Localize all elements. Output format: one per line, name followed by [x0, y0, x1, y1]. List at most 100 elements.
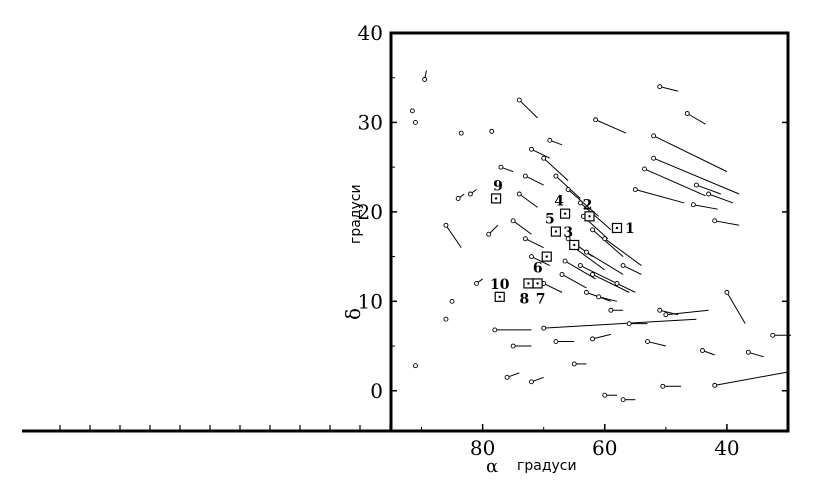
- y-tick-label: 10: [358, 289, 383, 313]
- star-point: [449, 298, 455, 304]
- star-point: [553, 173, 559, 179]
- motion-vector: [592, 229, 624, 257]
- marked-point-label: 10: [490, 277, 510, 293]
- star-point: [510, 343, 516, 349]
- star-point: [486, 231, 492, 237]
- y-tick-label: 0: [370, 379, 383, 403]
- marked-point-label: 7: [536, 291, 546, 307]
- marked-center: [536, 282, 539, 285]
- star-point: [645, 339, 650, 345]
- star-point: [614, 280, 620, 286]
- motion-vector: [696, 184, 721, 195]
- star-point: [577, 263, 583, 268]
- motion-vector: [580, 265, 618, 284]
- star-point: [443, 316, 449, 322]
- marked-center: [615, 226, 619, 230]
- motion-vector: [622, 265, 642, 275]
- motion-vector: [748, 351, 764, 358]
- star-point: [571, 361, 577, 367]
- star-point: [724, 289, 730, 295]
- star-point: [608, 307, 614, 313]
- marked-point-label: 8: [520, 291, 530, 307]
- star-point: [547, 137, 553, 143]
- star-point: [467, 191, 473, 197]
- marked-center: [573, 243, 576, 247]
- star-point: [602, 236, 608, 242]
- motion-vector: [647, 341, 666, 347]
- motion-vector: [564, 260, 596, 280]
- star-point: [412, 119, 418, 125]
- star-point: [577, 200, 583, 206]
- star-point: [455, 196, 461, 201]
- star-point: [529, 254, 534, 260]
- motion-vector: [573, 247, 606, 271]
- star-point: [620, 397, 626, 403]
- motion-vector: [561, 274, 587, 289]
- marked-point-label: 4: [554, 194, 564, 210]
- marked-point-label: 9: [493, 178, 503, 194]
- motion-vector: [592, 333, 611, 340]
- star-point: [626, 321, 632, 327]
- marked-point-label: 3: [563, 225, 573, 241]
- motion-vector: [693, 204, 718, 210]
- y-axis-title: градуси: [348, 184, 364, 244]
- star-point: [690, 202, 696, 208]
- motion-vector: [595, 119, 627, 134]
- star-point: [642, 166, 647, 172]
- motion-vectors: [409, 70, 792, 403]
- star-point: [422, 77, 428, 82]
- x-tick-label: 60: [592, 436, 617, 460]
- star-point: [529, 146, 534, 152]
- motion-vector: [598, 296, 618, 302]
- star-point: [712, 218, 718, 224]
- star-point: [593, 117, 599, 123]
- motion-vector: [543, 282, 563, 293]
- motion-vector: [543, 157, 569, 181]
- motion-vector: [518, 99, 538, 119]
- star-point: [510, 218, 516, 224]
- star-point: [516, 97, 522, 103]
- marked-center: [545, 255, 548, 258]
- star-point: [565, 187, 571, 192]
- marked-center: [588, 215, 591, 218]
- motion-vector: [531, 148, 551, 159]
- star-point: [657, 307, 663, 313]
- star-point: [565, 236, 571, 242]
- y-tick-label: 20: [358, 200, 383, 224]
- motion-vector: [659, 86, 679, 92]
- motion-vector: [525, 175, 544, 186]
- motion-vector: [445, 225, 462, 248]
- star-point: [562, 258, 568, 264]
- motion-vector: [686, 113, 706, 125]
- motion-vector: [653, 135, 728, 173]
- y-axis-ticks: 0 10 20 30 40: [358, 21, 788, 403]
- star-point: [474, 280, 479, 286]
- star-point: [458, 130, 464, 136]
- y-tick-label: 30: [358, 110, 383, 134]
- motion-vector: [525, 238, 544, 249]
- star-point: [596, 294, 602, 300]
- marked-center: [498, 295, 501, 299]
- y-axis-symbol: δ: [341, 308, 365, 320]
- motion-vector: [512, 220, 532, 235]
- motion-vector: [714, 371, 789, 386]
- star-point: [409, 108, 415, 114]
- star-point: [590, 227, 596, 233]
- motion-vector: [665, 309, 709, 316]
- star-point: [492, 327, 498, 333]
- star-point: [712, 382, 718, 388]
- star-point: [516, 191, 522, 197]
- marked-point-label: 1: [625, 221, 635, 237]
- motion-vector: [708, 193, 734, 204]
- star-point: [412, 363, 418, 369]
- star-point: [632, 187, 638, 192]
- star-point: [602, 392, 608, 398]
- motion-vector: [616, 282, 636, 293]
- star-point: [770, 332, 776, 338]
- star-point: [529, 379, 534, 385]
- star-point: [651, 133, 657, 139]
- star-point: [590, 336, 596, 342]
